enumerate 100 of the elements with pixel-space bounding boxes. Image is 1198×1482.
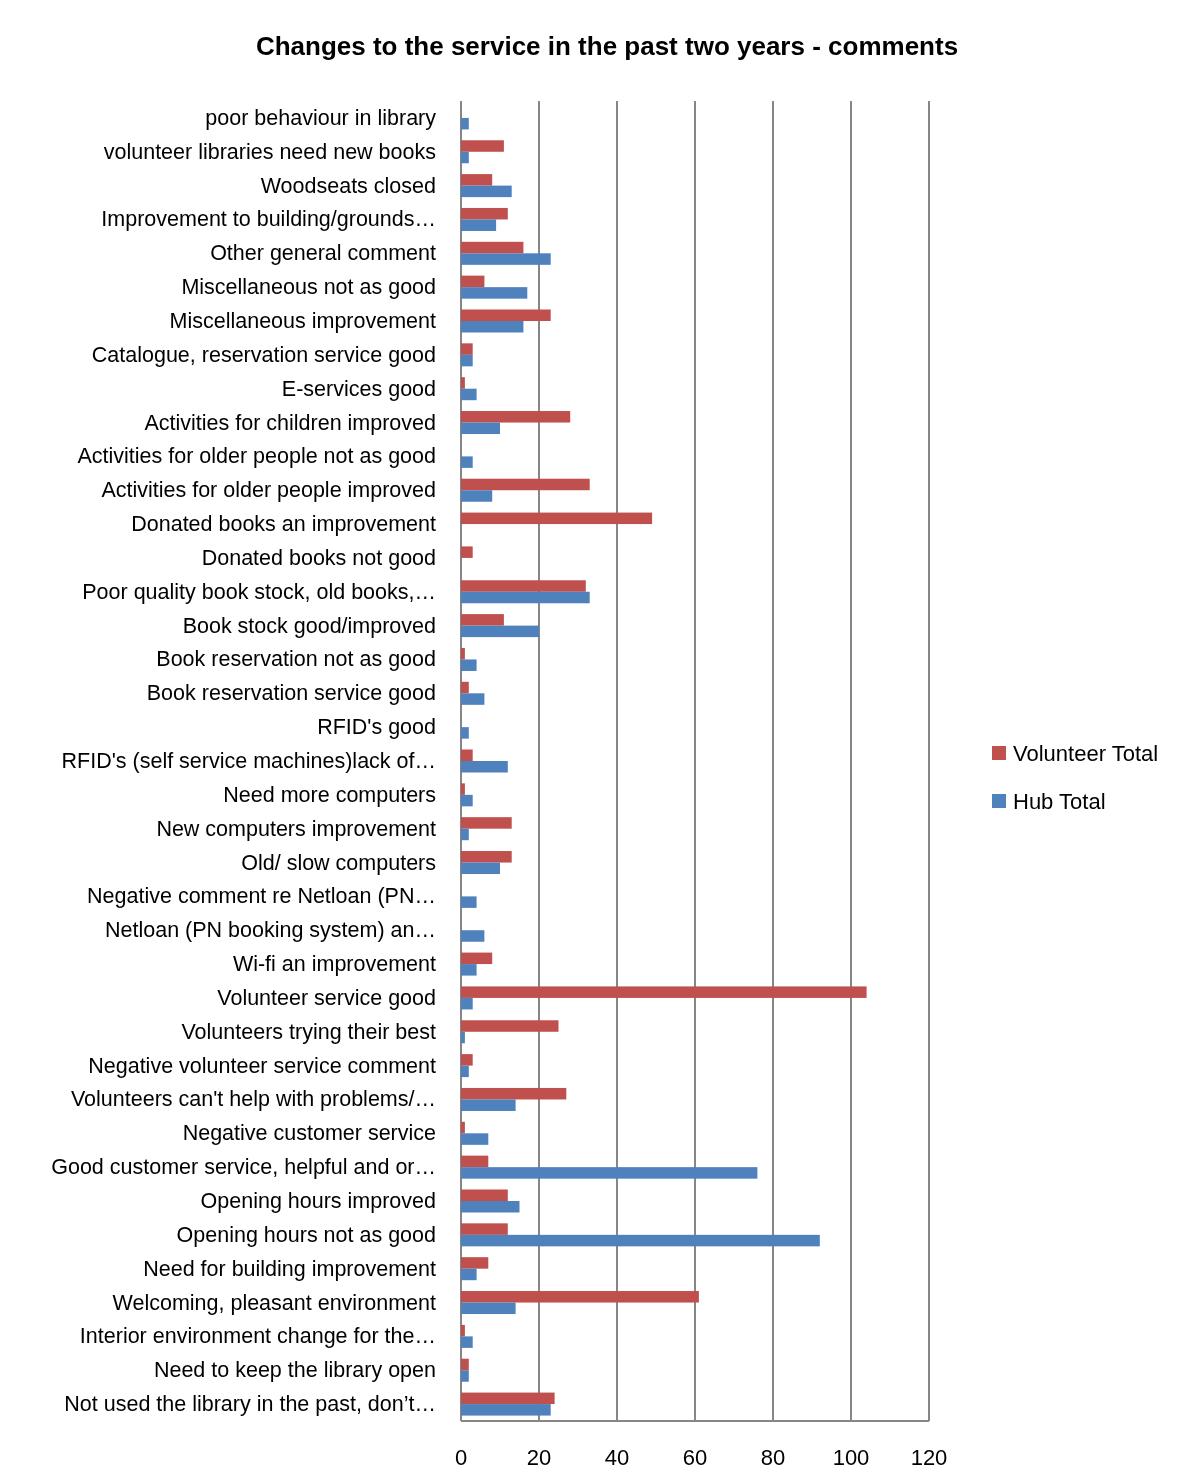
bar <box>461 647 465 660</box>
x-tick-label: 80 <box>760 1445 786 1470</box>
bar <box>461 1336 473 1348</box>
bar <box>461 490 493 502</box>
y-tick-label: Volunteers can't help with problems/… <box>70 1087 436 1112</box>
bar <box>461 1201 520 1213</box>
bar <box>461 546 473 558</box>
bar <box>461 1358 469 1371</box>
y-tick-label: Miscellaneous improvement <box>169 309 437 333</box>
y-tick-label: Welcoming, pleasant environment <box>112 1290 437 1315</box>
bar <box>461 1065 469 1078</box>
bar <box>461 580 586 592</box>
bar <box>461 377 465 389</box>
bar <box>461 422 500 435</box>
y-tick-label: E-services good <box>281 376 436 401</box>
bar <box>461 1291 699 1303</box>
y-tick-label: Donated books an improvement <box>131 512 437 537</box>
bar <box>461 309 551 321</box>
bar <box>461 997 473 1010</box>
bar <box>461 986 867 998</box>
bar <box>461 727 469 739</box>
bar <box>461 681 469 694</box>
bar <box>461 1155 489 1168</box>
x-tick-label: 0 <box>454 1445 468 1470</box>
bar <box>461 1087 567 1100</box>
bar <box>461 1392 555 1405</box>
bar <box>461 659 477 671</box>
y-tick-label: Other general comment <box>210 241 437 266</box>
bar <box>461 1324 465 1337</box>
bar <box>461 411 571 423</box>
bar <box>461 354 473 367</box>
y-tick-label: Negative customer service <box>182 1121 436 1146</box>
bar <box>461 140 504 152</box>
y-tick-label: Activities for children improved <box>144 410 436 435</box>
bar <box>461 219 497 231</box>
y-tick-label: RFID's good <box>317 715 436 740</box>
bar <box>461 1404 551 1416</box>
bar <box>461 388 477 401</box>
y-tick-label: Negative comment re Netloan (PN… <box>87 884 436 909</box>
bar <box>461 794 473 807</box>
bar <box>461 828 469 841</box>
bar <box>461 964 477 976</box>
bar <box>461 1121 465 1134</box>
bar <box>461 117 469 130</box>
y-tick-label: poor behaviour in library <box>205 105 437 130</box>
bar <box>461 343 473 355</box>
bar <box>461 456 473 468</box>
bar <box>461 321 524 333</box>
y-tick-label: Volunteers trying their best <box>181 1019 437 1044</box>
bar <box>461 1370 469 1382</box>
bar <box>461 1054 473 1066</box>
x-tick-label: 20 <box>526 1445 552 1470</box>
y-tick-label: RFID's (self service machines)lack of… <box>61 749 436 773</box>
bar <box>461 761 508 773</box>
y-tick-label: Interior environment change for the… <box>79 1324 436 1349</box>
bar <box>461 930 485 942</box>
bar <box>461 207 508 220</box>
y-tick-label: Book reservation service good <box>146 681 436 706</box>
y-tick-label: Miscellaneous not as good <box>181 275 436 300</box>
bar <box>461 1031 465 1044</box>
x-tick-label: 100 <box>832 1445 870 1470</box>
y-tick-label: Good customer service, helpful and or… <box>51 1155 436 1180</box>
bar <box>461 1189 508 1201</box>
bar <box>461 512 653 525</box>
y-tick-label: Woodseats closed <box>260 173 436 198</box>
legend-label: Volunteer Total <box>1013 741 1159 766</box>
bar <box>461 253 551 265</box>
bar <box>461 151 469 164</box>
y-tick-label: Need for building improvement <box>143 1256 437 1281</box>
bar <box>461 625 539 638</box>
y-tick-label: Catalogue, reservation service good <box>91 342 436 367</box>
bar <box>461 1133 489 1145</box>
bar <box>461 952 493 965</box>
bar <box>461 1020 559 1032</box>
y-tick-label: Old/ slow computers <box>241 850 436 875</box>
y-tick-label: volunteer libraries need new books <box>103 139 436 164</box>
y-tick-label: Need to keep the library open <box>153 1358 436 1383</box>
bar <box>461 614 504 626</box>
y-tick-label: Volunteer service good <box>217 985 436 1010</box>
bar <box>461 591 590 604</box>
y-tick-label: Opening hours not as good <box>176 1222 436 1247</box>
y-tick-label: New computers improvement <box>156 816 437 841</box>
bar <box>461 862 500 875</box>
y-tick-label: Book reservation not as good <box>156 647 436 672</box>
y-tick-label: Opening hours improved <box>200 1189 436 1213</box>
bar <box>461 287 528 299</box>
bar <box>461 1223 508 1235</box>
bar <box>461 1167 758 1179</box>
chart-title: Changes to the service in the past two years - comments <box>255 31 959 61</box>
bar <box>461 851 512 863</box>
bar <box>461 241 524 254</box>
bar <box>461 1302 516 1315</box>
y-tick-label: Wi-fi an improvement <box>232 952 437 977</box>
y-tick-label: Improvement to building/grounds… <box>101 207 436 232</box>
bar <box>461 1257 489 1269</box>
y-tick-label: Negative volunteer service comment <box>88 1053 437 1078</box>
y-tick-label: Need more computers <box>223 782 436 807</box>
bar <box>461 783 465 795</box>
bar <box>461 174 493 186</box>
y-tick-label: Donated books not good <box>201 545 436 570</box>
